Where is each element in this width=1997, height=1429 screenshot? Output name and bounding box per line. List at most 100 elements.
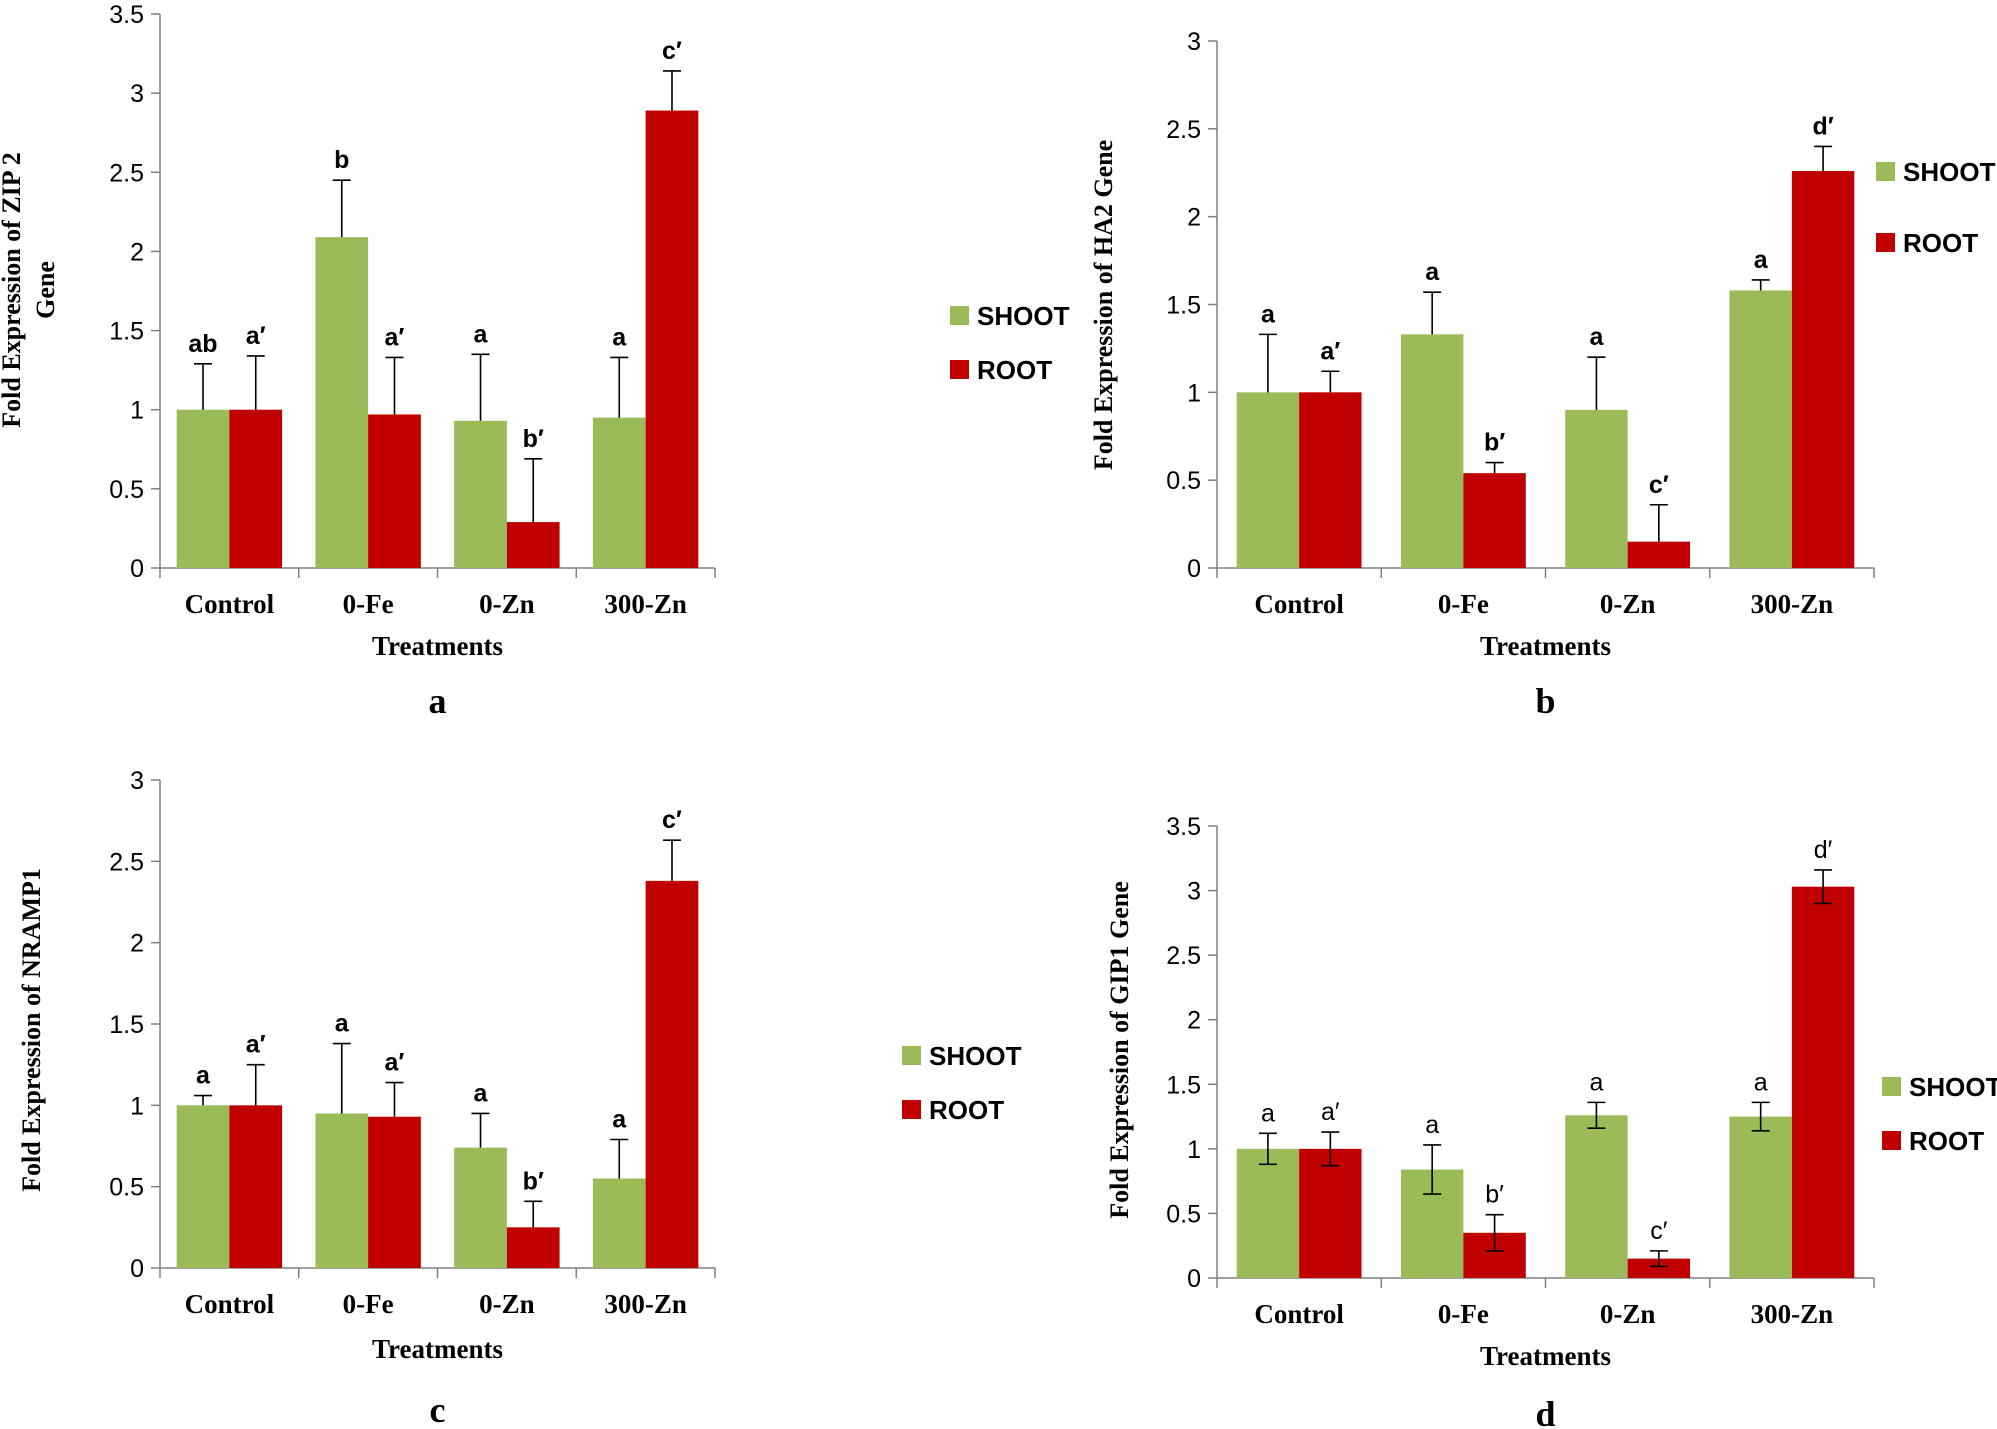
x-category-label: Control — [1254, 1299, 1344, 1329]
significance-label: b′ — [1485, 1181, 1504, 1209]
bar-shoot — [1236, 392, 1300, 568]
bar-root — [1463, 473, 1526, 568]
x-category-label: 0-Fe — [343, 1289, 394, 1319]
x-category-label: 300-Zn — [604, 1289, 687, 1319]
legend-label-shoot: SHOOT — [1909, 1072, 1997, 1102]
legend-swatch-root — [950, 360, 969, 379]
bar-shoot — [1565, 409, 1628, 568]
bar-root — [1627, 1258, 1691, 1278]
x-category-label: Control — [1254, 589, 1344, 619]
significance-label: a — [1754, 246, 1769, 274]
legend-swatch-shoot — [902, 1046, 921, 1065]
x-category-label: Control — [185, 589, 275, 619]
y-tick-label: 3 — [130, 767, 144, 795]
significance-label: a′ — [385, 1049, 405, 1077]
significance-label: a — [612, 323, 627, 351]
legend-label-shoot: SHOOT — [1903, 157, 1996, 187]
y-tick-label: 0.5 — [109, 476, 144, 504]
significance-label: a′ — [385, 323, 405, 351]
significance-label: a — [196, 1062, 211, 1090]
bar-root — [1299, 392, 1362, 568]
bar-root — [645, 880, 699, 1268]
x-category-label: 0-Fe — [343, 589, 394, 619]
bar-root — [1791, 170, 1855, 568]
bar-root — [1627, 541, 1691, 568]
bar-root — [229, 1105, 283, 1268]
significance-label: c′ — [1649, 471, 1669, 499]
x-axis-title: Treatments — [1480, 631, 1611, 661]
legend-label-root: ROOT — [929, 1095, 1004, 1125]
significance-label: a — [1425, 258, 1440, 286]
y-tick-label: 0 — [130, 555, 144, 583]
chart-panel-b: 0 0.5 1 1.5 2 2.5 3 Control 0-Fe 0-Zn 300-Zn a a a a a′… — [1089, 28, 1996, 721]
y-tick-label: 2 — [1187, 1007, 1201, 1035]
bar-shoot — [315, 237, 369, 568]
significance-label: a — [1261, 1099, 1275, 1127]
significance-label: b′ — [523, 425, 544, 453]
legend-label-root: ROOT — [1903, 228, 1978, 258]
significance-label: c′ — [1650, 1217, 1668, 1245]
y-tick-label: 1.5 — [109, 1011, 144, 1039]
y-tick-label: 2 — [1187, 204, 1201, 232]
x-category-label: 0-Fe — [1438, 1299, 1489, 1329]
y-axis-title: Gene — [31, 261, 60, 319]
x-category-label: Control — [185, 1289, 275, 1319]
x-category-label: 300-Zn — [1751, 1299, 1834, 1329]
y-tick-label: 3 — [1187, 28, 1201, 56]
bar-root — [645, 110, 699, 568]
significance-label: a — [335, 1010, 350, 1038]
significance-label: b — [334, 146, 349, 174]
legend-swatch-root — [1882, 1131, 1901, 1150]
x-category-label: 300-Zn — [1751, 589, 1834, 619]
legend-swatch-shoot — [1876, 162, 1895, 181]
significance-label: a′ — [246, 322, 266, 350]
bar-shoot — [176, 409, 230, 568]
bar-shoot — [315, 1113, 369, 1268]
panel-label: c — [430, 1390, 446, 1429]
legend-swatch-root — [1876, 233, 1895, 252]
x-axis-title: Treatments — [372, 631, 503, 661]
y-axis-title: Fold Expression of NRAMP1 — [17, 868, 46, 1192]
panel-label: a — [429, 681, 447, 721]
y-tick-label: 2.5 — [1166, 942, 1201, 970]
bar-root — [368, 414, 421, 568]
significance-label: c′ — [662, 806, 682, 834]
legend-swatch-shoot — [950, 306, 969, 325]
y-tick-label: 0.5 — [109, 1174, 144, 1202]
bar-shoot — [592, 417, 646, 568]
significance-label: a — [1754, 1068, 1768, 1096]
y-tick-label: 0.5 — [1166, 467, 1201, 495]
legend-swatch-root — [902, 1100, 921, 1119]
bar-shoot — [176, 1105, 230, 1268]
y-tick-label: 1.5 — [109, 318, 144, 346]
significance-label: a — [612, 1105, 627, 1133]
legend-label-shoot: SHOOT — [977, 301, 1070, 331]
bar-root — [1299, 1148, 1362, 1278]
significance-label: a — [474, 320, 489, 348]
chart-panel-c: 0 0.5 1 1.5 2 2.5 3 Control 0-Fe 0-Zn 300-Zn a a a a a′… — [17, 767, 1022, 1429]
y-axis-title: Fold Expression of GIP1 Gene — [1105, 881, 1134, 1219]
bar-root — [368, 1116, 421, 1268]
x-category-label: 0-Zn — [479, 589, 535, 619]
y-axis-title: Fold Expression of ZIP 2 — [0, 152, 26, 427]
y-tick-label: 1 — [1187, 379, 1201, 407]
legend-label-root: ROOT — [977, 355, 1052, 385]
y-tick-label: 0 — [1187, 1265, 1201, 1293]
panel-label: d — [1535, 1394, 1555, 1429]
bar-shoot — [454, 1147, 507, 1268]
y-tick-label: 0 — [1187, 555, 1201, 583]
legend-swatch-shoot — [1882, 1077, 1901, 1096]
significance-label: a — [1589, 1068, 1603, 1096]
y-tick-label: 2.5 — [109, 159, 144, 187]
x-category-label: 0-Zn — [1600, 1299, 1656, 1329]
y-tick-label: 1 — [1187, 1136, 1201, 1164]
bar-root — [1791, 886, 1855, 1278]
y-axis-title: Fold Expression of HA2 Gene — [1089, 140, 1118, 470]
y-tick-label: 1 — [130, 397, 144, 425]
significance-label: a — [474, 1079, 489, 1107]
y-tick-label: 3 — [1187, 878, 1201, 906]
x-category-label: 0-Zn — [1600, 589, 1656, 619]
bar-root — [506, 522, 560, 568]
